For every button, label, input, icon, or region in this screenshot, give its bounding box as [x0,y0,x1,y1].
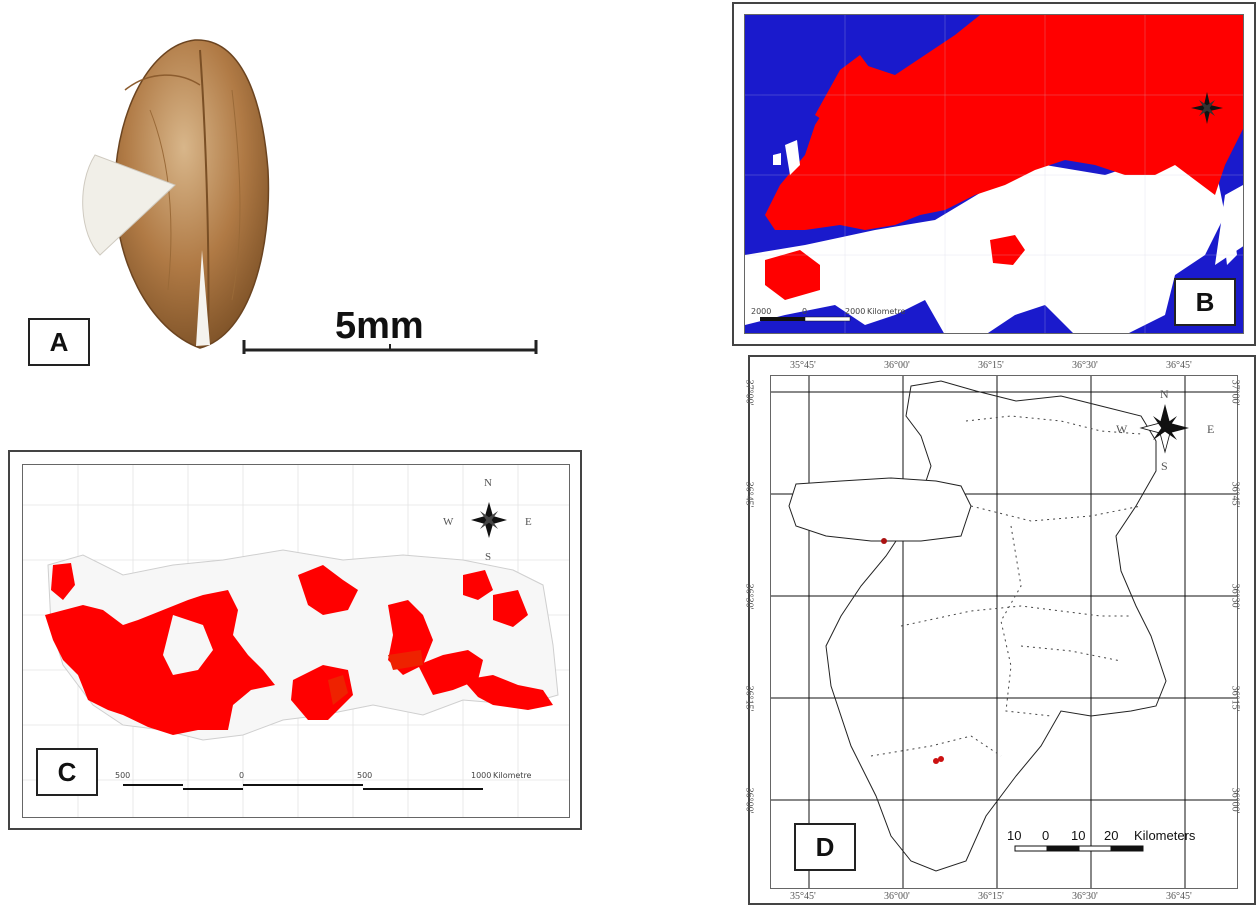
lon-tick-bottom: 36°00' [884,891,910,902]
lat-tick-right: 36°30' [1229,583,1241,610]
scale-d-unit: Kilometers [1134,828,1196,843]
scale-c-1: 500 [115,771,131,780]
compass-s: S [1161,459,1168,473]
scale-c-unit: Kilometre [493,771,532,780]
scale-b-mid: 0 [802,307,808,316]
panel-a: A 5mm [0,0,620,400]
lon-tick-top: 35°45' [790,360,816,371]
study-area-map-svg [771,376,1237,888]
scale-d-3: 10 [1071,828,1086,843]
compass-icon [471,502,507,538]
lat-tick-left: 36°15' [743,685,755,712]
lon-tick-bottom: 35°45' [790,891,816,902]
scale-b-unit: Kilometre [867,307,906,316]
lat-tick-left: 36°30' [743,583,755,610]
occurrence-point [933,758,939,764]
scale-d-4: 20 [1104,828,1119,843]
turkey-map-svg [23,465,569,817]
eurasia-map: 2000 0 2000 Kilometre [744,14,1244,334]
lat-tick-right: 36°45' [1229,481,1241,508]
compass-n: N [1160,387,1169,401]
scale-d-2: 0 [1042,828,1050,843]
compass-w: W [1116,422,1128,436]
lat-tick-right: 36°15' [1229,685,1241,712]
lon-tick-bottom: 36°15' [978,891,1004,902]
scale-c-4: 1000 [471,771,492,780]
panel-label-c: C [36,748,98,796]
scale-b-left: 2000 [751,307,772,316]
lon-tick-bottom: 36°45' [1166,891,1192,902]
lat-tick-right: 36°00' [1229,787,1241,814]
scale-bar-d [1014,845,1144,852]
panel-b-frame: 2000 0 2000 Kilometre B [732,2,1256,346]
panel-d-frame: N S W E 10 0 10 20 Kilometers 35°45' 36°… [743,355,1256,905]
compass-w: W [443,516,454,528]
seed-image [82,39,270,349]
lon-tick-bottom: 36°30' [1072,891,1098,902]
occurrence-point [881,538,887,544]
compass-icon [1191,92,1223,124]
scale-bar-b [760,316,851,322]
occurrence-point [938,756,944,762]
scale-c-2: 0 [239,771,245,780]
compass-s: S [485,551,492,563]
study-area-map: N S W E 10 0 10 20 Kilometers [770,375,1238,889]
scale-bar-c [123,784,483,790]
lat-tick-left: 37°00' [743,379,755,406]
lon-tick-top: 36°30' [1072,360,1098,371]
lat-tick-right: 37°00' [1229,379,1241,406]
compass-icon [1139,404,1189,454]
panel-label-b: B [1174,278,1236,326]
panel-c-frame: N S W E 500 0 500 1000 Kilometre C [8,450,582,830]
compass-e: E [1207,422,1215,436]
scale-bar [242,340,538,354]
lon-tick-top: 36°15' [978,360,1004,371]
eurasia-map-svg [745,15,1243,333]
lon-tick-top: 36°00' [884,360,910,371]
scale-d-1: 10 [1007,828,1022,843]
scale-b-right: 2000 [845,307,866,316]
compass-n: N [484,477,492,489]
lon-tick-top: 36°45' [1166,360,1192,371]
compass-e: E [525,516,532,528]
scale-c-3: 500 [357,771,373,780]
panel-label-a: A [28,318,90,366]
scale-bar-label: 5mm [335,305,424,347]
lat-tick-left: 36°00' [743,787,755,814]
panel-label-d: D [794,823,856,871]
turkey-map: N S W E 500 0 500 1000 Kilometre [22,464,570,818]
lat-tick-left: 36°45' [743,481,755,508]
